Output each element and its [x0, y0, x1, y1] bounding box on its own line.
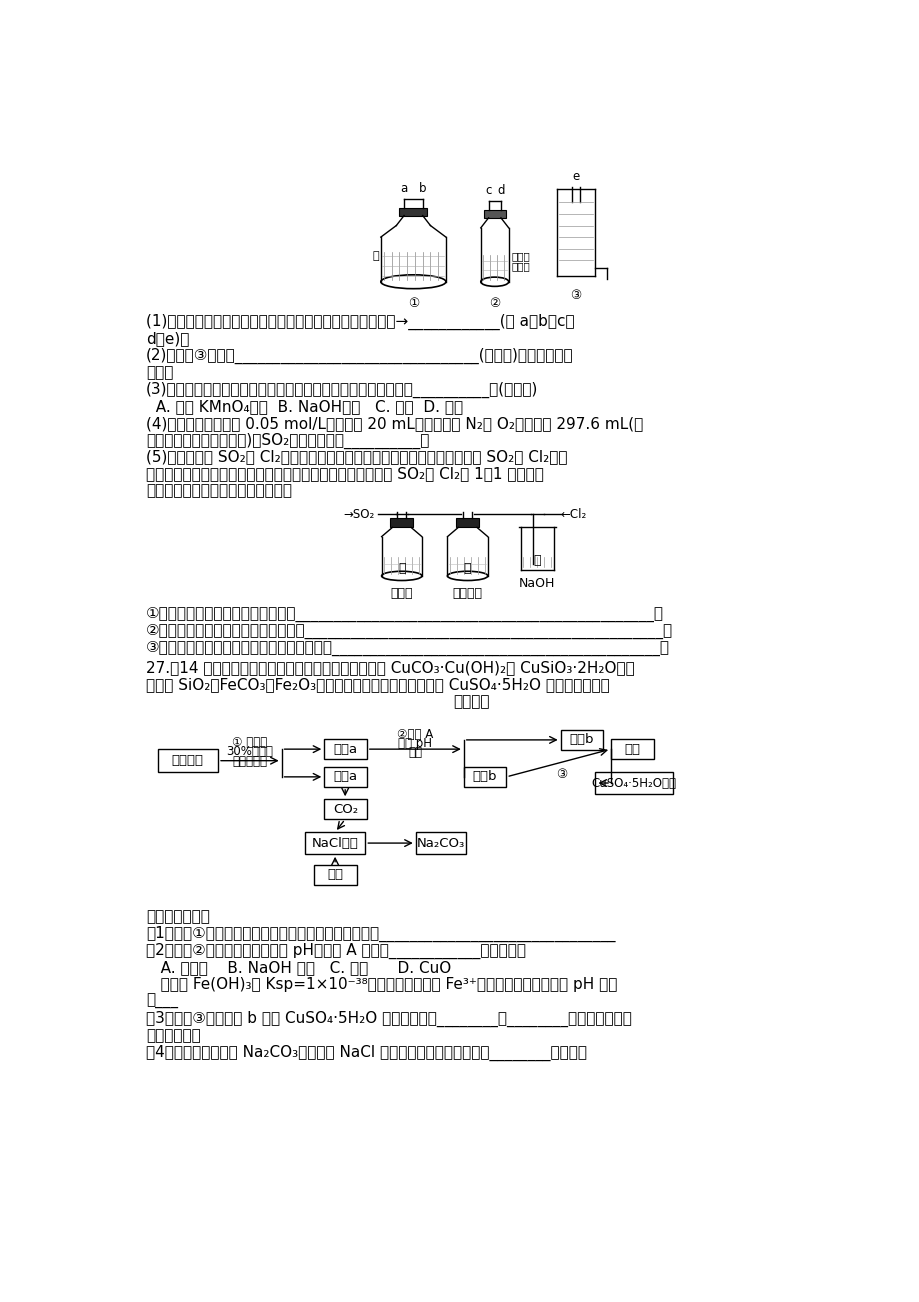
Text: (3)你认为下列试剂中，可以用来代替试管中的碘的淠粉溶液的是__________。(填编号): (3)你认为下列试剂中，可以用来代替试管中的碘的淠粉溶液的是__________… — [146, 381, 538, 398]
Text: 30%稀硫酸: 30%稀硫酸 — [226, 745, 273, 758]
Ellipse shape — [380, 275, 446, 289]
Text: 水: 水 — [372, 251, 379, 262]
Bar — [399, 208, 426, 216]
Text: 甲: 甲 — [398, 561, 405, 574]
Text: （4）利用副产品制备 Na₂CO₃时，应向 NaCl 溶液中先通入（或先加入）________（填化学: （4）利用副产品制备 Na₂CO₃时，应向 NaCl 溶液中先通入（或先加入）_… — [146, 1044, 586, 1061]
Text: e: e — [572, 171, 579, 184]
Ellipse shape — [447, 572, 487, 581]
Text: 硅孔雀石: 硅孔雀石 — [172, 754, 204, 767]
Text: (2)当装置③中出现________________________________(填现象)时，立即停止: (2)当装置③中出现______________________________… — [146, 348, 573, 365]
Ellipse shape — [381, 572, 422, 581]
Text: 折算为标准状况下的体积)，SO₂的体积分数为__________。: 折算为标准状况下的体积)，SO₂的体积分数为__________。 — [146, 432, 429, 449]
Text: 滤液a: 滤液a — [333, 742, 357, 755]
Bar — [415, 832, 466, 854]
Text: 时含有 SiO₂、FeCO₃、Fe₂O₃等杂质。以硅孔雀石为原料制备 CuSO₄·5H₂O 晶体的流程如下: 时含有 SiO₂、FeCO₃、Fe₂O₃等杂质。以硅孔雀石为原料制备 CuSO₄… — [146, 677, 609, 693]
Text: 粉溶液: 粉溶液 — [510, 260, 529, 271]
Text: Na₂CO₃: Na₂CO₃ — [416, 837, 464, 850]
Text: 过滤: 过滤 — [407, 746, 422, 759]
Text: ←Cl₂: ←Cl₂ — [560, 508, 586, 521]
Text: a: a — [400, 182, 407, 195]
Text: 品红溶液: 品红溶液 — [452, 587, 482, 600]
Text: NaOH: NaOH — [518, 577, 555, 590]
Text: 浓硫酸: 浓硫酸 — [390, 587, 413, 600]
Bar — [456, 518, 479, 527]
Text: 通气。: 通气。 — [146, 365, 173, 380]
Ellipse shape — [481, 277, 508, 286]
Text: 浸取，过滤: 浸取，过滤 — [233, 755, 267, 768]
Bar — [157, 749, 218, 772]
Text: (5)某同学认为 SO₂和 Cl₂都有漂白性，二者混合后的漂白性会更强，他们将 SO₂和 Cl₂同时: (5)某同学认为 SO₂和 Cl₂都有漂白性，二者混合后的漂白性会更强，他们将 … — [146, 449, 567, 465]
Text: NaCl溶液: NaCl溶液 — [312, 837, 358, 850]
Bar — [390, 518, 413, 527]
Text: （3）步骤③中由滤液 b 获得 CuSO₄·5H₂O 晶体需要经过________、________、过滤、洗涤、: （3）步骤③中由滤液 b 获得 CuSO₄·5H₂O 晶体需要经过_______… — [146, 1010, 631, 1027]
Text: 滤渣b: 滤渣b — [569, 733, 594, 746]
Bar — [610, 740, 652, 759]
Text: 27.（14 分）硅孔雀石是一种含铜的矿石，含铜形态为 CuCO₃·Cu(OH)₂和 CuSiO₃·2H₂O，同: 27.（14 分）硅孔雀石是一种含铜的矿石，含铜形态为 CuCO₃·Cu(OH)… — [146, 660, 634, 676]
Text: →SO₂: →SO₂ — [344, 508, 374, 521]
Bar — [304, 832, 365, 854]
Text: 碘的淀: 碘的淀 — [510, 251, 529, 260]
Text: 通入到品红溶液中，结果袒色效果没有预期那样快。为了探讨 SO₂和 Cl₂按 1：1 通入的漂: 通入到品红溶液中，结果袒色效果没有预期那样快。为了探讨 SO₂和 Cl₂按 1：… — [146, 466, 543, 482]
Text: 母液: 母液 — [624, 742, 640, 755]
Text: ②实验开始后，乙装置中出现的现象是_______________________________________________。: ②实验开始后，乙装置中出现的现象是_______________________… — [146, 624, 673, 639]
Text: ②: ② — [489, 297, 500, 310]
Bar — [323, 767, 367, 786]
Text: 白效果，他们设计了如下实验装置。: 白效果，他们设计了如下实验装置。 — [146, 483, 291, 499]
Bar — [595, 772, 673, 794]
Text: 调节 pH: 调节 pH — [398, 737, 431, 750]
Text: （1）步骤①中，双氧水的作用（用离子方程式表示）：_______________________________: （1）步骤①中，双氧水的作用（用离子方程式表示）：_______________… — [146, 926, 615, 943]
Bar — [323, 740, 367, 759]
Text: A. 酸性 KMnO₄溶液  B. NaOH溶液   C. 渴水  D. 氨水: A. 酸性 KMnO₄溶液 B. NaOH溶液 C. 渴水 D. 氨水 — [146, 398, 462, 414]
Text: 滤液b: 滤液b — [472, 771, 497, 784]
Text: ③用离子方程式表示乙中产生该现象的原因：___________________________________________。: ③用离子方程式表示乙中产生该现象的原因：____________________… — [146, 641, 669, 656]
Text: ①: ① — [407, 297, 418, 310]
Text: ①实验室制备氯气的离子方程式为：_______________________________________________。: ①实验室制备氯气的离子方程式为：________________________… — [146, 607, 664, 622]
Text: d: d — [496, 184, 505, 197]
Text: A. 稀硫酸    B. NaOH 溶液   C. 氨水      D. CuO: A. 稀硫酸 B. NaOH 溶液 C. 氨水 D. CuO — [146, 960, 450, 975]
Text: d、e)。: d、e)。 — [146, 331, 189, 346]
Text: 乙: 乙 — [463, 561, 471, 574]
Bar — [463, 767, 505, 786]
Text: 图所示：: 图所示： — [453, 694, 489, 710]
Text: 干燥等操作。: 干燥等操作。 — [146, 1027, 200, 1043]
Bar — [313, 865, 357, 884]
Text: (1)若原料气从左向右流时，上述装置连接的顺序是：原料气→____________(填 a、b、c、: (1)若原料气从左向右流时，上述装置连接的顺序是：原料气→___________… — [146, 314, 574, 331]
Text: c: c — [485, 184, 491, 197]
Text: ②试剂 A: ②试剂 A — [396, 728, 433, 741]
Text: 丙: 丙 — [533, 553, 540, 566]
Text: 至___: 至___ — [146, 993, 177, 1009]
Text: （2）步骤②的目的是调节溶液的 pH，试剂 A 宜选用____________（填序号）: （2）步骤②的目的是调节溶液的 pH，试剂 A 宜选用____________（… — [146, 943, 526, 960]
Text: ① 双氧水: ① 双氧水 — [232, 736, 267, 749]
Bar — [560, 730, 603, 750]
Text: b: b — [418, 182, 426, 195]
Text: CO₂: CO₂ — [333, 803, 357, 815]
Text: 回答下列问题：: 回答下列问题： — [146, 909, 210, 924]
Text: 氨气: 氨气 — [327, 868, 343, 881]
Text: (4)若碘溶液的浓度为 0.05 mol/L，体积为 20 mL，收集到的 N₂与 O₂的体积为 297.6 mL(已: (4)若碘溶液的浓度为 0.05 mol/L，体积为 20 mL，收集到的 N₂… — [146, 415, 642, 431]
Bar — [483, 210, 505, 217]
Text: ③: ③ — [570, 289, 581, 302]
Text: 滤渣a: 滤渣a — [333, 771, 357, 784]
Text: 常温下 Fe(OH)₃的 Ksp=1×10⁻³⁸，若要将溶液中的 Fe³⁺沉淠完全，必须将溶液 pH 调节: 常温下 Fe(OH)₃的 Ksp=1×10⁻³⁸，若要将溶液中的 Fe³⁺沉淠完… — [146, 976, 617, 992]
Text: CuSO₄·5H₂O晶体: CuSO₄·5H₂O晶体 — [591, 776, 676, 789]
Bar — [323, 799, 367, 819]
Text: ③: ③ — [556, 768, 567, 781]
